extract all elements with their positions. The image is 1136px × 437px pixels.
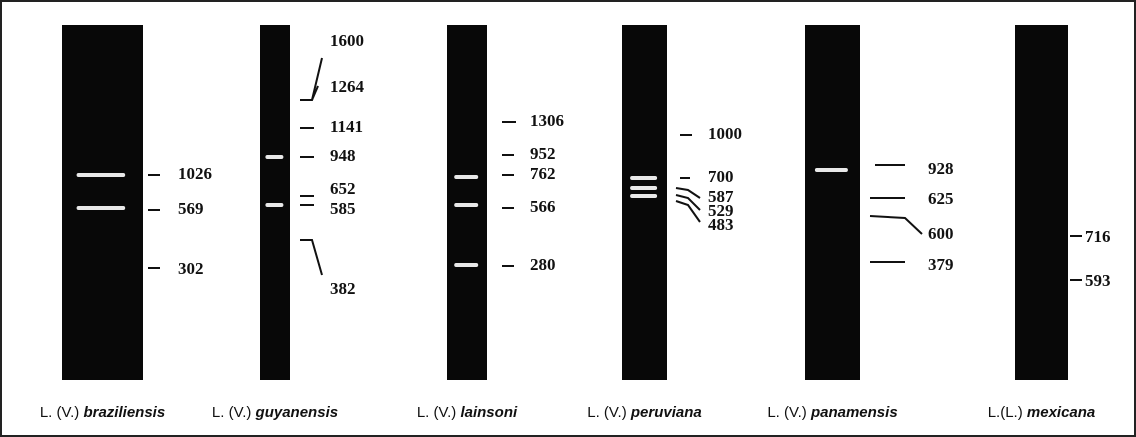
marker-size: 593 bbox=[1085, 271, 1111, 290]
marker-size: 600 bbox=[928, 224, 954, 243]
name-species: mexicana bbox=[1027, 404, 1095, 421]
band bbox=[815, 168, 848, 172]
gel-lane bbox=[622, 25, 667, 380]
name-species: lainsoni bbox=[460, 404, 518, 421]
marker-size: 1264 bbox=[330, 77, 365, 96]
marker-size: 382 bbox=[330, 279, 356, 298]
marker-size: 280 bbox=[530, 255, 556, 274]
marker-size: 483 bbox=[708, 215, 734, 234]
name-prefix: L. (V.) bbox=[417, 404, 456, 421]
marker-size: 716 bbox=[1085, 227, 1111, 246]
marker-size: 952 bbox=[530, 144, 556, 163]
gel-lane bbox=[260, 25, 290, 380]
band bbox=[630, 176, 657, 180]
gel-lane bbox=[805, 25, 860, 380]
marker-size: 652 bbox=[330, 179, 356, 198]
lane-name: L. (V.) panamensis bbox=[767, 404, 897, 421]
band bbox=[630, 186, 657, 190]
band bbox=[630, 194, 657, 198]
lane-name: L.(L.) mexicana bbox=[988, 404, 1096, 421]
name-prefix: L.(L.) bbox=[988, 404, 1023, 421]
lane-name: L. (V.) braziliensis bbox=[40, 404, 165, 421]
gel-lane bbox=[447, 25, 487, 380]
name-species: panamensis bbox=[810, 404, 898, 421]
band bbox=[454, 263, 478, 267]
marker-size: 569 bbox=[178, 199, 204, 218]
name-prefix: L. (V.) bbox=[212, 404, 251, 421]
name-species: braziliensis bbox=[83, 404, 165, 421]
name-species: peruviana bbox=[630, 404, 702, 421]
marker-size: 625 bbox=[928, 189, 954, 208]
name-prefix: L. (V.) bbox=[587, 404, 626, 421]
marker-size: 566 bbox=[530, 197, 556, 216]
marker-size: 1306 bbox=[530, 111, 564, 130]
band bbox=[77, 173, 126, 177]
marker-size: 1141 bbox=[330, 117, 363, 136]
gel-lane bbox=[62, 25, 143, 380]
band bbox=[454, 175, 478, 179]
marker-size: 1600 bbox=[330, 31, 364, 50]
band bbox=[454, 203, 478, 207]
gel-figure: 1026 569 302 L. (V.) braziliensis 1600 1264 11… bbox=[0, 0, 1136, 437]
marker-size: 379 bbox=[928, 255, 954, 274]
name-species: guyanensis bbox=[255, 404, 339, 421]
frame bbox=[1, 1, 1135, 436]
marker-size: 302 bbox=[178, 259, 204, 278]
name-prefix: L. (V.) bbox=[767, 404, 806, 421]
marker-size: 585 bbox=[330, 199, 356, 218]
band bbox=[77, 206, 126, 210]
marker-size: 700 bbox=[708, 167, 734, 186]
name-prefix: L. (V.) bbox=[40, 404, 79, 421]
marker-size: 762 bbox=[530, 164, 556, 183]
marker-size: 1026 bbox=[178, 164, 212, 183]
lane-name: L. (V.) guyanensis bbox=[212, 404, 338, 421]
band bbox=[265, 203, 283, 207]
marker-size: 1000 bbox=[708, 124, 742, 143]
marker-size: 948 bbox=[330, 146, 356, 165]
lane-name: L. (V.) lainsoni bbox=[417, 404, 518, 421]
marker-size: 928 bbox=[928, 159, 954, 178]
lane-name: L. (V.) peruviana bbox=[587, 404, 702, 421]
gel-lane bbox=[1015, 25, 1068, 380]
band bbox=[265, 155, 283, 159]
